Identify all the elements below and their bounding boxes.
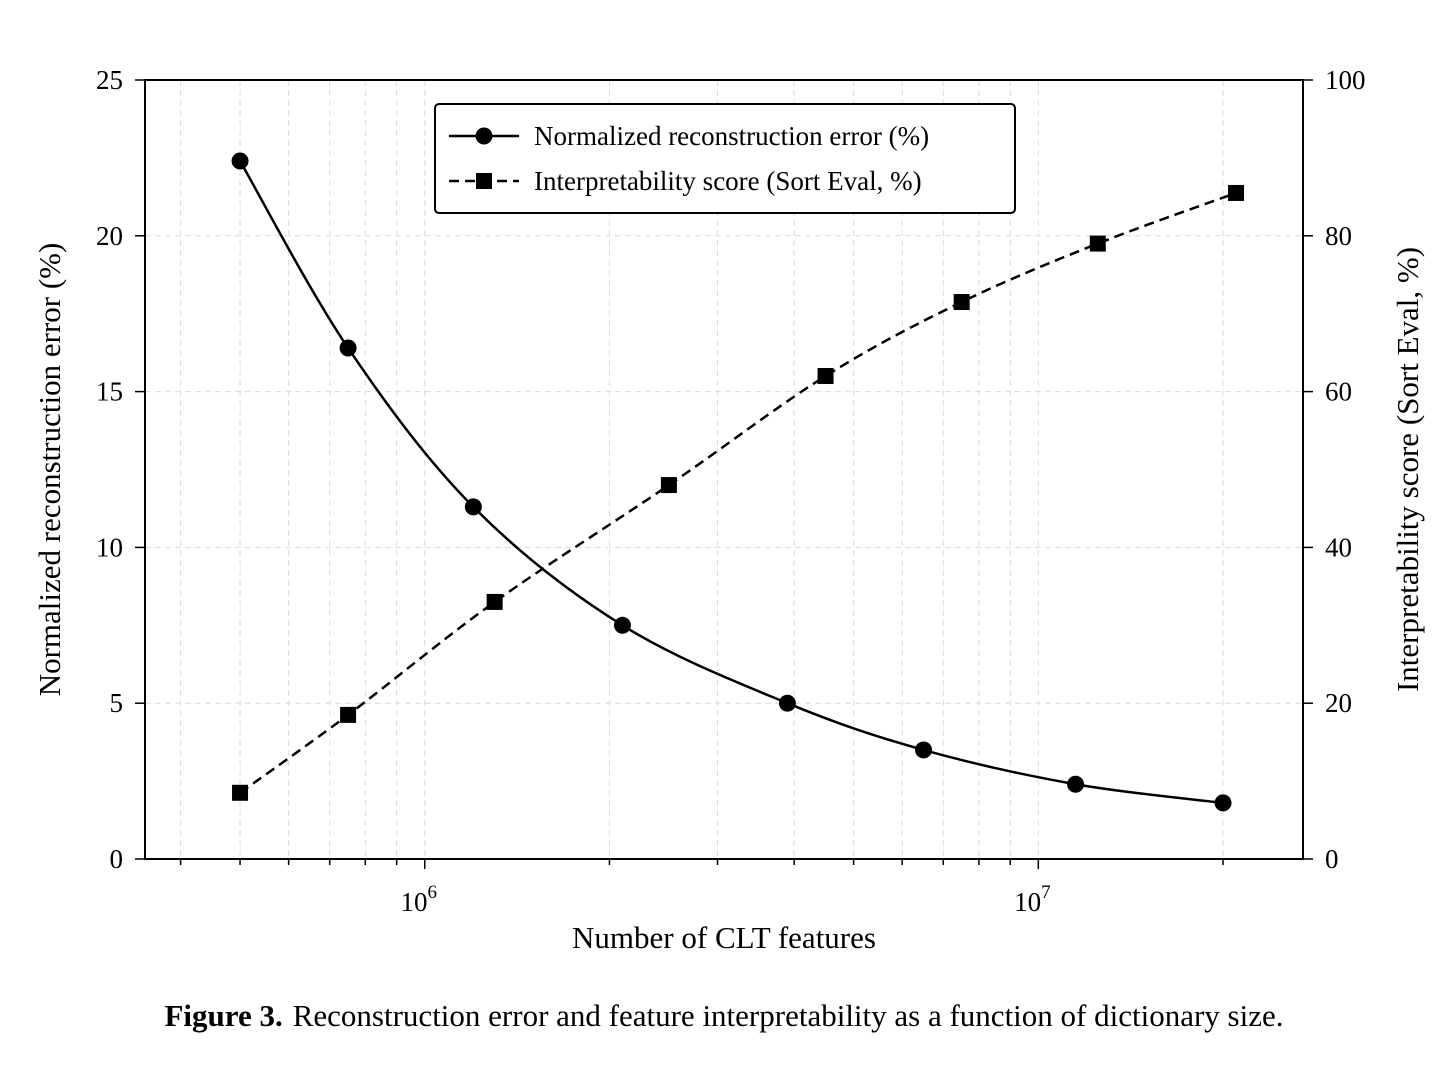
data-point (1067, 775, 1085, 793)
data-point (232, 784, 249, 801)
tick-layer: 106 107 0 5 10 15 20 25 0 20 40 60 80 100 (96, 65, 1366, 917)
y-left-tick-label: 10 (96, 532, 123, 562)
y-axis-right-label: Interpretability score (Sort Eval, %) (1390, 247, 1425, 692)
x-axis-label: Number of CLT features (572, 920, 876, 955)
legend-marker (475, 127, 493, 145)
figure-caption: Figure 3. Reconstruction error and featur… (0, 998, 1448, 1034)
caption-label: Figure 3. (164, 998, 283, 1033)
y-right-tick-label: 0 (1325, 844, 1339, 874)
y-right-tick-label: 40 (1325, 532, 1352, 562)
y-right-tick-label: 60 (1325, 377, 1352, 407)
y-right-tick-label: 20 (1325, 688, 1352, 718)
data-point (953, 294, 970, 311)
chart: 106 107 0 5 10 15 20 25 0 20 40 60 80 100 Number of C… (32, 65, 1425, 955)
y-right-tick-label: 80 (1325, 221, 1352, 251)
series-line (239, 191, 1237, 794)
data-point (660, 477, 677, 494)
data-point (817, 368, 834, 385)
y-axis-left-label: Normalized reconstruction error (%) (32, 243, 67, 697)
y-left-tick-label: 5 (110, 688, 124, 718)
data-point (486, 593, 503, 610)
legend-box (434, 103, 1016, 214)
y-left-tick-label: 15 (96, 377, 123, 407)
data-point (1214, 794, 1232, 812)
x-tick-label: 106 (400, 882, 437, 917)
series-1 (231, 152, 1232, 812)
y-right-tick-label: 100 (1325, 65, 1366, 95)
data-point (778, 694, 796, 712)
legend-label: Normalized reconstruction error (%) (534, 121, 929, 151)
y-left-tick-label: 25 (96, 65, 123, 95)
series-2 (232, 184, 1245, 801)
data-point (231, 152, 249, 170)
series-line (238, 160, 1224, 805)
x-tick-label: 107 (1014, 882, 1051, 917)
axis-labels: Number of CLT features Normalized recons… (32, 243, 1425, 955)
data-point (340, 706, 357, 723)
legend: Normalized reconstruction error (%) Inter… (434, 103, 1016, 214)
caption-text: Reconstruction error and feature interpr… (292, 998, 1284, 1033)
data-point (613, 616, 631, 634)
series-layer (231, 152, 1245, 812)
data-point (915, 741, 933, 759)
y-left-tick-label: 0 (110, 844, 124, 874)
legend-entry: Normalized reconstruction error (%) (449, 121, 929, 151)
data-point (1228, 184, 1245, 201)
legend-entry: Interpretability score (Sort Eval, %) (449, 166, 922, 196)
y-left-tick-label: 20 (96, 221, 123, 251)
legend-marker (476, 173, 492, 189)
data-point (464, 498, 482, 516)
plot-frame (144, 79, 1304, 860)
data-point (339, 339, 357, 357)
gridlines (145, 80, 1303, 859)
data-point (1089, 235, 1106, 252)
legend-entries: Normalized reconstruction error (%) Inter… (449, 121, 929, 196)
legend-label: Interpretability score (Sort Eval, %) (534, 166, 922, 196)
